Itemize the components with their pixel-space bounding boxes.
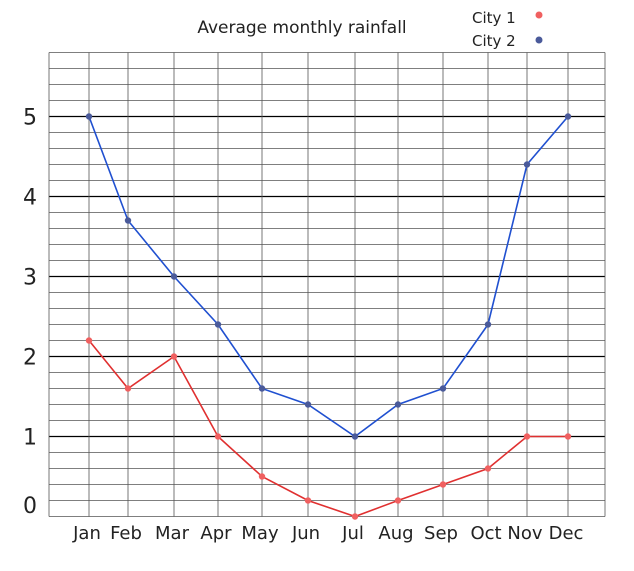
data-point (351, 433, 359, 440)
x-tick-label: May (241, 523, 279, 544)
series-lines (85, 113, 572, 520)
data-point (258, 385, 266, 392)
x-tick-label: Feb (110, 523, 142, 544)
y-tick-label: 1 (23, 426, 37, 451)
data-point (85, 337, 93, 344)
data-point (439, 481, 447, 488)
data-point (351, 513, 359, 520)
data-point (304, 401, 312, 408)
x-tick-label: Nov (507, 523, 542, 544)
data-point (85, 113, 93, 120)
data-point (564, 113, 572, 120)
data-point (484, 465, 492, 472)
legend: City 1 City 2 (472, 9, 543, 50)
y-tick-label: 3 (23, 266, 37, 291)
series-line-city-1 (88, 339, 568, 518)
legend-marker-city-1 (535, 11, 543, 19)
data-point (439, 385, 447, 392)
data-point (170, 353, 178, 360)
data-point (304, 497, 312, 504)
data-point (214, 433, 222, 440)
grid (48, 52, 606, 517)
data-point (523, 433, 531, 440)
data-point (170, 273, 178, 280)
data-point (124, 385, 132, 392)
data-point (124, 217, 132, 224)
data-point (214, 321, 222, 328)
x-tick-label: Jan (72, 523, 101, 544)
x-tick-label: Sep (424, 523, 458, 544)
x-tick-label: Aug (378, 523, 413, 544)
data-point (258, 473, 266, 480)
x-tick-label: Oct (470, 523, 501, 544)
data-point (564, 433, 572, 440)
x-tick-label: Jun (291, 523, 320, 544)
y-axis-ticks: 0 1 2 3 4 5 (23, 106, 37, 520)
legend-marker-city-2 (535, 36, 543, 44)
x-tick-label: Mar (155, 523, 190, 544)
x-tick-label: Apr (200, 523, 232, 544)
y-tick-label: 4 (23, 186, 37, 211)
y-tick-label: 5 (23, 106, 37, 131)
x-tick-label: Jul (341, 523, 364, 544)
x-tick-label: Dec (549, 523, 584, 544)
data-point (394, 497, 402, 504)
y-tick-label: 0 (23, 494, 37, 519)
legend-label-city-1: City 1 (472, 9, 516, 27)
data-point (523, 161, 531, 168)
legend-label-city-2: City 2 (472, 32, 516, 50)
x-axis-ticks: Jan Feb Mar Apr May Jun Jul Aug Sep Oct Nov Dec (72, 523, 583, 544)
chart-title: Average monthly rainfall (197, 18, 406, 38)
data-point (484, 321, 492, 328)
series-line-city-2 (88, 115, 569, 438)
y-tick-label: 2 (23, 346, 37, 371)
data-point (394, 401, 402, 408)
